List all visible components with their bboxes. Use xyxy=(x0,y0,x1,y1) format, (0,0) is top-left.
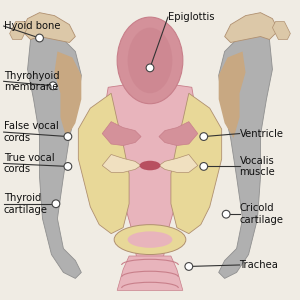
Polygon shape xyxy=(272,22,290,40)
Ellipse shape xyxy=(128,28,172,93)
Polygon shape xyxy=(102,122,141,146)
Polygon shape xyxy=(54,52,81,138)
Text: Cricold
cartilage: Cricold cartilage xyxy=(240,203,284,225)
Polygon shape xyxy=(225,13,278,43)
Polygon shape xyxy=(219,52,246,138)
Circle shape xyxy=(52,200,60,208)
Polygon shape xyxy=(10,22,28,40)
Polygon shape xyxy=(22,13,75,43)
Polygon shape xyxy=(28,31,81,278)
Text: Trachea: Trachea xyxy=(240,260,278,270)
Polygon shape xyxy=(102,81,198,284)
Polygon shape xyxy=(219,31,272,278)
Text: Vocalis
muscle: Vocalis muscle xyxy=(240,156,275,177)
Polygon shape xyxy=(159,122,198,146)
Text: Hyoid bone: Hyoid bone xyxy=(4,21,60,31)
Circle shape xyxy=(146,64,154,72)
Polygon shape xyxy=(171,93,222,234)
Circle shape xyxy=(64,163,72,170)
Ellipse shape xyxy=(114,225,186,254)
Ellipse shape xyxy=(140,161,160,170)
Circle shape xyxy=(200,163,208,170)
Circle shape xyxy=(49,82,57,90)
Ellipse shape xyxy=(117,17,183,104)
Circle shape xyxy=(185,262,193,270)
Circle shape xyxy=(64,133,72,140)
Polygon shape xyxy=(102,154,141,172)
Polygon shape xyxy=(117,256,183,290)
Polygon shape xyxy=(78,93,129,234)
Ellipse shape xyxy=(128,231,172,248)
Text: Ventricle: Ventricle xyxy=(240,129,284,139)
Circle shape xyxy=(36,34,43,42)
Text: Thyroid
cartilage: Thyroid cartilage xyxy=(4,193,48,214)
Circle shape xyxy=(222,210,230,218)
Polygon shape xyxy=(159,154,198,172)
Text: Epiglottis: Epiglottis xyxy=(168,12,214,22)
Text: True vocal
cords: True vocal cords xyxy=(4,153,54,174)
Circle shape xyxy=(200,133,208,140)
Text: False vocal
cords: False vocal cords xyxy=(4,121,58,143)
Text: Thyrohyoid
membrane: Thyrohyoid membrane xyxy=(4,70,59,92)
